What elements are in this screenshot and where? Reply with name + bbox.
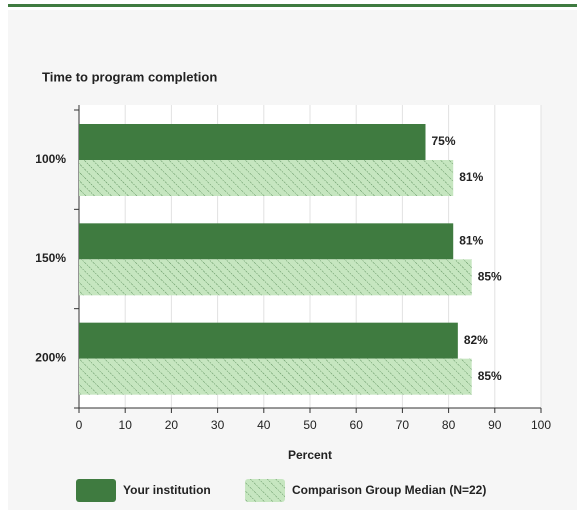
legend-swatch	[76, 479, 116, 502]
bar	[79, 160, 454, 196]
x-tick-label: 100	[531, 418, 551, 432]
x-tick-label: 80	[442, 418, 456, 432]
x-tick-label: 0	[76, 418, 83, 432]
top-rule	[8, 4, 577, 7]
bar	[79, 358, 472, 395]
x-tick-label: 50	[303, 418, 317, 432]
legend-label: Your institution	[123, 483, 211, 497]
bar	[79, 223, 454, 260]
value-label: 85%	[478, 270, 502, 284]
legend-label: Comparison Group Median (N=22)	[292, 483, 486, 497]
value-label: 81%	[459, 170, 483, 184]
x-axis-label: Percent	[288, 448, 332, 462]
x-tick-label: 30	[211, 418, 225, 432]
x-tick-label: 40	[257, 418, 271, 432]
y-tick-label: 200%	[35, 351, 66, 365]
x-tick-label: 20	[165, 418, 179, 432]
chart-title: Time to program completion	[42, 69, 217, 84]
bar	[79, 322, 458, 359]
x-tick-label: 90	[488, 418, 502, 432]
x-tick-label: 10	[119, 418, 133, 432]
y-tick-label: 100%	[35, 152, 66, 166]
bar	[79, 124, 426, 160]
value-label: 81%	[459, 234, 483, 248]
y-tick-label: 150%	[35, 251, 66, 265]
x-tick-label: 70	[396, 418, 410, 432]
value-label: 75%	[432, 134, 456, 148]
value-label: 82%	[464, 333, 488, 347]
value-label: 85%	[478, 369, 502, 383]
x-tick-label: 60	[350, 418, 364, 432]
legend-swatch	[245, 479, 285, 502]
bar	[79, 259, 472, 296]
